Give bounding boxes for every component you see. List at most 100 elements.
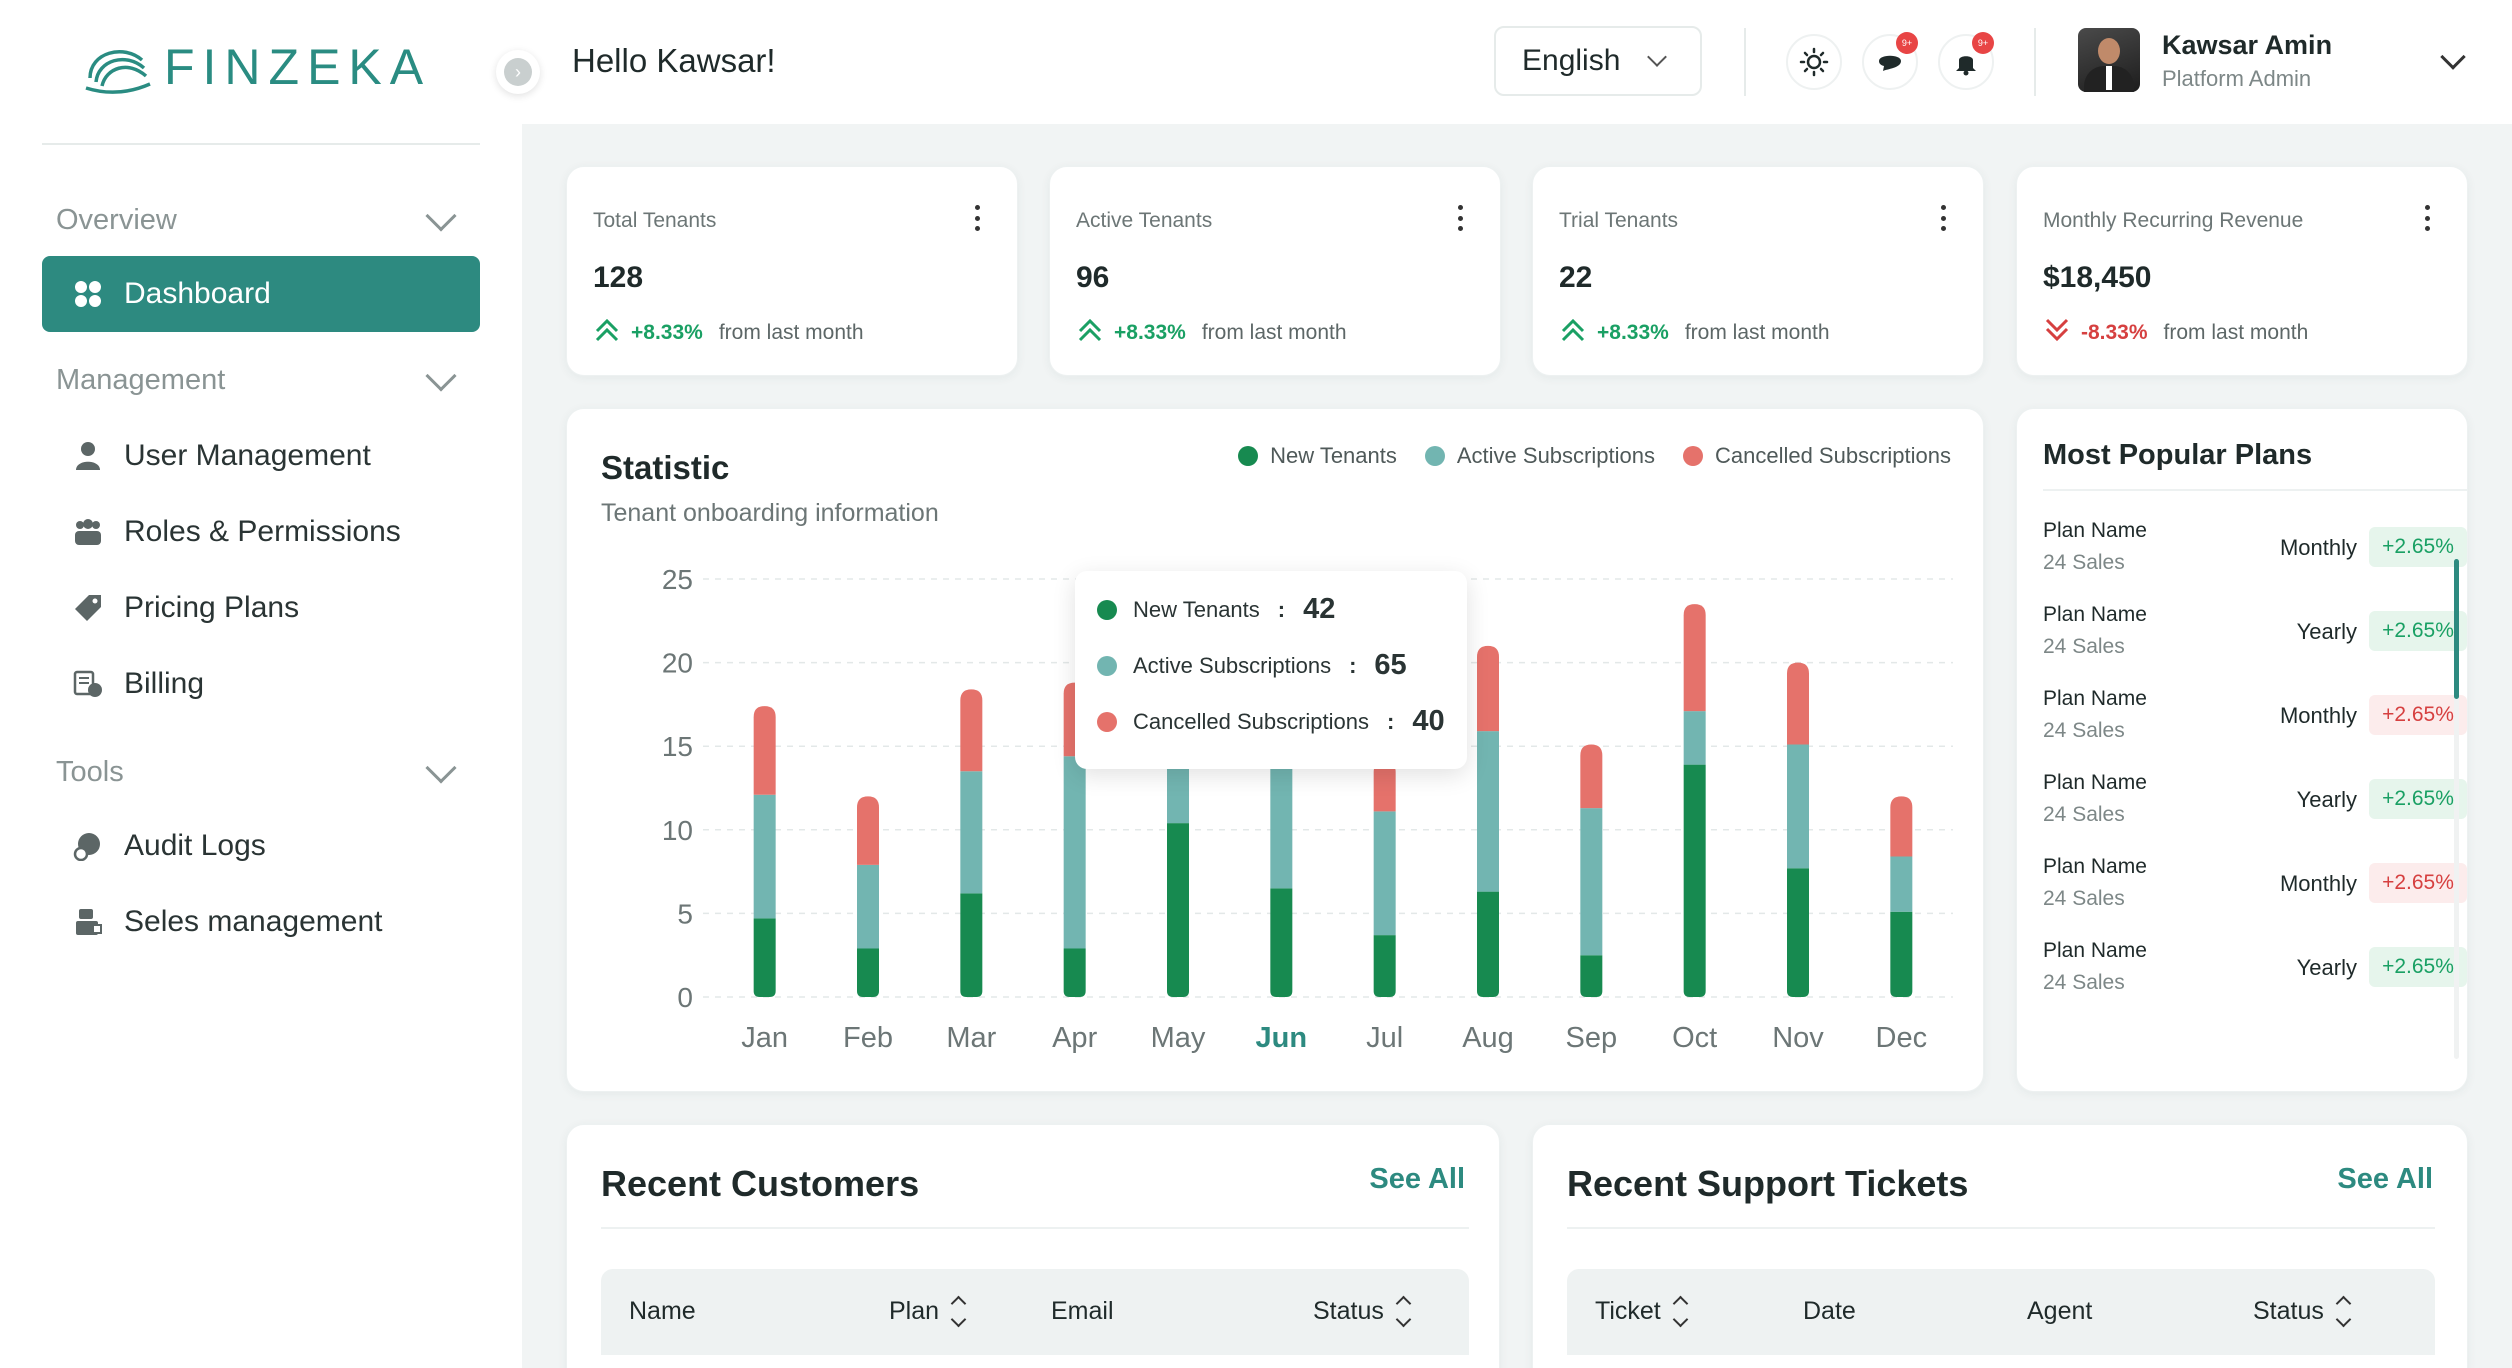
plan-name: Plan Name (2043, 939, 2147, 962)
chevron-right-icon: › (504, 58, 532, 86)
messages-badge: 9+ (1896, 32, 1918, 54)
column-label: Plan (889, 1297, 940, 1325)
bar-segment (1787, 868, 1809, 997)
plan-sales: 24 Sales (2043, 719, 2125, 742)
more-options-icon[interactable] (975, 205, 981, 231)
tooltip-value: 65 (1374, 649, 1407, 681)
divider (2043, 489, 2467, 491)
user-role: Platform Admin (2162, 66, 2312, 91)
plan-row[interactable]: Plan Name 24 Sales Yearly +2.65% (2043, 939, 2467, 1009)
logo-mark-icon (85, 50, 151, 94)
x-tick-label: Mar (946, 1022, 996, 1054)
plan-row[interactable]: Plan Name 24 Sales Yearly +2.65% (2043, 771, 2467, 841)
section-management[interactable]: Management (56, 359, 466, 397)
header-divider (1744, 28, 1746, 96)
bar-segment (1477, 645, 1499, 732)
bar-segment (753, 794, 776, 919)
stat-card: Monthly Recurring Revenue $18,450 -8.33%… (2016, 166, 2468, 376)
section-overview[interactable]: Overview (56, 199, 466, 237)
more-options-icon[interactable] (1941, 205, 1947, 231)
sidebar-item-label: Audit Logs (124, 829, 266, 862)
x-tick-label: Apr (1052, 1022, 1097, 1054)
column-header-agent[interactable]: Agent (2027, 1297, 2092, 1326)
sort-icon (2335, 1295, 2352, 1328)
chevron-down-icon (1647, 47, 1668, 67)
see-all-customers-link[interactable]: See All (1369, 1163, 1465, 1195)
plan-sales: 24 Sales (2043, 971, 2125, 994)
user-menu-chevron-icon[interactable] (2440, 44, 2466, 70)
avatar[interactable] (2078, 28, 2140, 92)
sidebar-item-audit-logs[interactable]: Audit Logs (42, 808, 480, 884)
section-label: Management (56, 364, 226, 396)
top-header: Hello Kawsar! English 9+ 9+ Kaws (522, 0, 2512, 124)
bar-segment (753, 706, 776, 795)
bar-segment (857, 796, 879, 865)
column-header-status[interactable]: Status (2253, 1295, 2352, 1328)
theme-toggle-button[interactable] (1786, 34, 1842, 90)
plan-change-badge: +2.65% (2369, 527, 2467, 567)
stacked-bar-chart: 0 5 10 15 20 25 Jan Feb Mar Apr May Jun Jul Aug Sep Oct… (662, 564, 1953, 1054)
sort-icon (1395, 1295, 1412, 1328)
brand-logo[interactable]: FINZEKA (84, 38, 431, 96)
x-tick-label: Jul (1366, 1022, 1403, 1054)
bar-segment (1890, 796, 1913, 857)
plan-row[interactable]: Plan Name 24 Sales Monthly +2.65% (2043, 687, 2467, 757)
column-label: Date (1803, 1297, 1856, 1325)
sidebar-item-label: Pricing Plans (124, 591, 300, 624)
column-header-date[interactable]: Date (1803, 1297, 1856, 1326)
chevron-down-icon (425, 751, 457, 784)
column-header-email[interactable]: Email (1051, 1297, 1114, 1326)
plan-row[interactable]: Plan Name 24 Sales Yearly +2.65% (2043, 603, 2467, 673)
column-header-status[interactable]: Status (1313, 1295, 1412, 1328)
x-tick-label: Feb (843, 1022, 893, 1054)
greeting: Hello Kawsar! (572, 42, 776, 79)
dashboard-icon (72, 278, 104, 310)
bar-segment (1063, 756, 1086, 949)
legend-item[interactable]: Cancelled Subscriptions (1682, 443, 1951, 469)
see-all-tickets-link[interactable]: See All (2337, 1163, 2433, 1195)
trend-percent: -8.33% (2081, 321, 2148, 344)
plan-sales: 24 Sales (2043, 551, 2125, 574)
messages-button[interactable]: 9+ (1862, 32, 1918, 90)
sidebar-item-user-management[interactable]: User Management (42, 418, 480, 494)
bar-segment (1477, 891, 1499, 997)
sidebar-item-roles-permissions[interactable]: Roles & Permissions (42, 494, 480, 570)
stat-label: Active Tenants (1076, 209, 1213, 232)
recent-tickets-title: Recent Support Tickets (1567, 1163, 1969, 1204)
sidebar-item-sales-management[interactable]: Seles management (42, 884, 480, 960)
plan-change-badge: +2.65% (2369, 863, 2467, 903)
column-header-plan[interactable]: Plan (889, 1295, 967, 1328)
bar-segment (1890, 856, 1913, 912)
more-options-icon[interactable] (2425, 205, 2431, 231)
section-tools[interactable]: Tools (56, 751, 466, 789)
column-header-name[interactable]: Name (629, 1297, 696, 1326)
statistic-title: Statistic (601, 449, 730, 486)
y-tick-label: 10 (662, 815, 693, 846)
scrollbar-track[interactable] (2454, 559, 2459, 1059)
column-label: Name (629, 1297, 696, 1325)
legend-item[interactable]: New Tenants (1238, 443, 1397, 469)
sidebar-collapse-button[interactable]: › (496, 50, 540, 94)
statistic-card: Statistic Tenant onboarding information … (566, 408, 1984, 1092)
trend-caption: from last month (2163, 321, 2309, 344)
bar-segment (1683, 764, 1706, 997)
plan-sales: 24 Sales (2043, 635, 2125, 658)
y-tick-label: 0 (677, 982, 693, 1013)
legend-item[interactable]: Active Subscriptions (1424, 443, 1655, 469)
plan-row[interactable]: Plan Name 24 Sales Monthly +2.65% (2043, 855, 2467, 925)
column-header-ticket[interactable]: Ticket (1595, 1295, 1689, 1328)
sidebar-item-dashboard[interactable]: Dashboard (42, 256, 480, 332)
popular-plans-card: Most Popular Plans Plan Name 24 Sales Mo… (2016, 408, 2468, 1092)
scrollbar-thumb[interactable] (2454, 559, 2459, 699)
bar-segment (1683, 604, 1706, 712)
plan-row[interactable]: Plan Name 24 Sales Monthly +2.65% (2043, 519, 2467, 589)
column-label: Email (1051, 1297, 1114, 1325)
sort-icon (950, 1295, 967, 1328)
language-select[interactable]: English (1494, 26, 1702, 96)
sidebar-item-pricing-plans[interactable]: Pricing Plans (42, 570, 480, 646)
sidebar-item-billing[interactable]: Billing (42, 646, 480, 722)
tickets-table-header: Ticket Date Agent Status (1567, 1269, 2435, 1355)
notifications-button[interactable]: 9+ (1938, 32, 1994, 90)
bell-icon (1956, 56, 1976, 76)
more-options-icon[interactable] (1458, 205, 1464, 231)
